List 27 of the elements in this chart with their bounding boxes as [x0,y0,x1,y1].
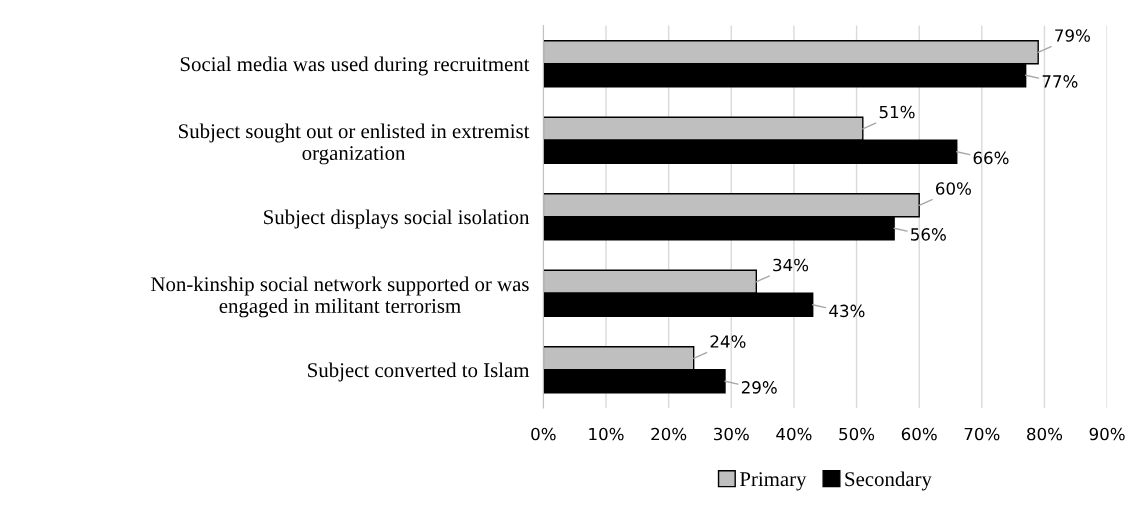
x-tick-label: 70% [964,427,1000,441]
data-label: 43% [829,304,865,318]
data-label: 51% [879,105,915,119]
x-tick-label: 90% [1089,427,1125,441]
y-tick-label: Subject displays social isolation [264,209,530,229]
x-tick-label: 0% [531,427,556,441]
x-tick-label: 30% [714,427,749,441]
x-tick-label: 20% [651,427,687,441]
legend-label: Secondary [845,471,932,491]
x-tick-label: 40% [776,427,812,441]
y-tick-label: Subject sought out or enlisted in extremist organization [179,123,530,165]
x-tick-label: 60% [901,427,937,441]
legend-label: Primary [739,472,807,491]
x-tick-label: 10% [589,427,624,441]
data-label: 24% [710,335,746,348]
data-label: 79% [1055,29,1090,42]
y-tick-label: Social media was used during recruitment [180,56,530,76]
data-label: 77% [1042,75,1078,88]
x-tick-label: 80% [1027,427,1063,441]
data-label: 66% [973,151,1009,165]
data-label: 34% [773,258,809,272]
y-tick-label: Subject converted to Islam [308,362,530,382]
data-label: 60% [936,182,971,195]
x-tick-label: 50% [839,427,875,441]
data-label: 29% [741,381,777,394]
data-label: 56% [911,228,946,241]
y-tick-label: Non-kinship social network supported or was engaged in militant terrorism [151,276,529,318]
